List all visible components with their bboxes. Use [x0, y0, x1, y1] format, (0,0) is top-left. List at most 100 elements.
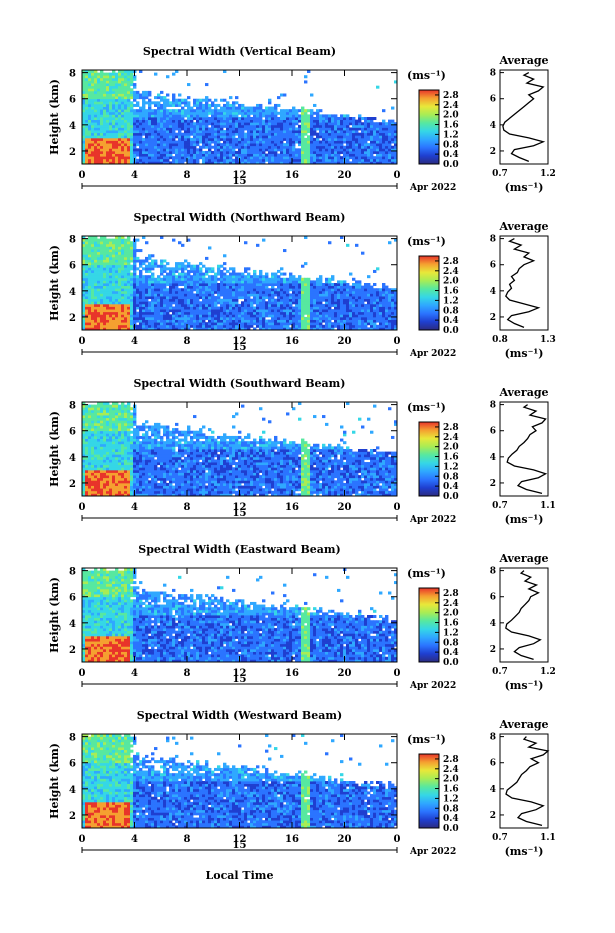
heatmap-cell: [130, 314, 133, 317]
heatmap-cell: [91, 91, 94, 94]
heatmap-cell: [136, 148, 139, 151]
heatmap-cell: [184, 99, 187, 102]
heatmap-cell: [97, 127, 100, 130]
heatmap-cell: [184, 138, 187, 141]
heatmap-cell: [163, 275, 166, 278]
heatmap-cell: [97, 148, 100, 151]
heatmap-cell: [142, 299, 145, 302]
heatmap-cell: [214, 120, 217, 123]
heatmap-cell: [139, 135, 142, 138]
heatmap-cell: [202, 159, 205, 162]
heatmap-cell: [337, 325, 340, 328]
heatmap-cell: [223, 143, 226, 146]
heatmap-cell: [190, 296, 193, 299]
heatmap-cell: [130, 83, 133, 86]
heatmap-cell: [352, 125, 355, 128]
heatmap-cell: [133, 120, 136, 123]
heatmap-cell: [307, 301, 310, 304]
heatmap-cell: [130, 117, 133, 120]
heatmap-cell: [280, 125, 283, 128]
heatmap-cell: [190, 156, 193, 159]
heatmap-cell: [97, 88, 100, 91]
heatmap-cell: [118, 291, 121, 294]
heatmap-cell: [106, 107, 109, 110]
heatmap-cell: [178, 127, 181, 130]
heatmap-cell: [169, 280, 172, 283]
heatmap-cell: [169, 154, 172, 157]
heatmap-cell: [178, 99, 181, 102]
heatmap-cell: [130, 133, 133, 136]
heatmap-cell: [175, 159, 178, 162]
heatmap-cell: [103, 273, 106, 276]
heatmap-cell: [127, 293, 130, 296]
heatmap-cell: [151, 112, 154, 115]
heatmap-cell: [340, 309, 343, 312]
heatmap-cell: [112, 239, 115, 242]
heatmap-cell: [91, 291, 94, 294]
heatmap-cell: [301, 312, 304, 315]
heatmap-cell: [307, 314, 310, 317]
heatmap-cell: [169, 275, 172, 278]
heatmap-cell: [304, 109, 307, 112]
heatmap-cell: [376, 325, 379, 328]
colorbar-tick-label: 0.4: [443, 150, 459, 160]
heatmap-cell: [361, 156, 364, 159]
heatmap-cell: [211, 278, 214, 281]
heatmap-cell: [289, 143, 292, 146]
heatmap-cell: [145, 322, 148, 325]
heatmap-cell: [127, 141, 130, 144]
heatmap-cell: [103, 117, 106, 120]
heatmap-cell: [280, 156, 283, 159]
heatmap-cell: [301, 317, 304, 320]
heatmap-cell: [226, 320, 229, 323]
heatmap-cell: [124, 114, 127, 117]
heatmap-cell: [361, 148, 364, 151]
heatmap-cell: [232, 143, 235, 146]
heatmap-cell: [268, 278, 271, 281]
heatmap-cell: [133, 148, 136, 151]
heatmap-cell: [367, 127, 370, 130]
heatmap-cell: [88, 296, 91, 299]
heatmap-cell: [193, 314, 196, 317]
heatmap-cell: [370, 120, 373, 123]
heatmap-cell: [142, 151, 145, 154]
heatmap-cell: [139, 314, 142, 317]
heatmap-cell: [220, 283, 223, 286]
heatmap-cell: [355, 317, 358, 320]
heatmap-cell: [307, 299, 310, 302]
heatmap-cell: [136, 275, 139, 278]
heatmap-cell: [190, 299, 193, 302]
heatmap-cell: [148, 138, 151, 141]
heatmap-cell: [115, 322, 118, 325]
heatmap-cell: [223, 273, 226, 276]
heatmap-cell: [187, 130, 190, 133]
heatmap-cell: [328, 283, 331, 286]
heatmap-cell: [82, 114, 85, 117]
heatmap-cell: [343, 309, 346, 312]
heatmap-cell: [364, 283, 367, 286]
heatmap-cell: [106, 307, 109, 310]
heatmap-cell: [82, 296, 85, 299]
heatmap-cell: [94, 288, 97, 291]
heatmap-cell: [217, 309, 220, 312]
heatmap-cell: [88, 141, 91, 144]
heatmap-cell: [358, 296, 361, 299]
heatmap-cell: [112, 91, 115, 94]
heatmap-cell: [163, 112, 166, 115]
heatmap-cell: [289, 288, 292, 291]
heatmap-cell: [232, 291, 235, 294]
heatmap-cell: [391, 130, 394, 133]
heatmap-cell: [265, 301, 268, 304]
heatmap-cell: [328, 127, 331, 130]
heatmap-cell: [232, 135, 235, 138]
heatmap-cell: [271, 286, 274, 289]
heatmap-cell: [190, 293, 193, 296]
heatmap-cell: [310, 148, 313, 151]
heatmap-cell: [163, 127, 166, 130]
heatmap-cell: [109, 293, 112, 296]
heatmap-cell: [355, 309, 358, 312]
heatmap-cell: [124, 99, 127, 102]
heatmap-cell: [271, 309, 274, 312]
heatmap-cell: [148, 112, 151, 115]
heatmap-cell: [139, 309, 142, 312]
